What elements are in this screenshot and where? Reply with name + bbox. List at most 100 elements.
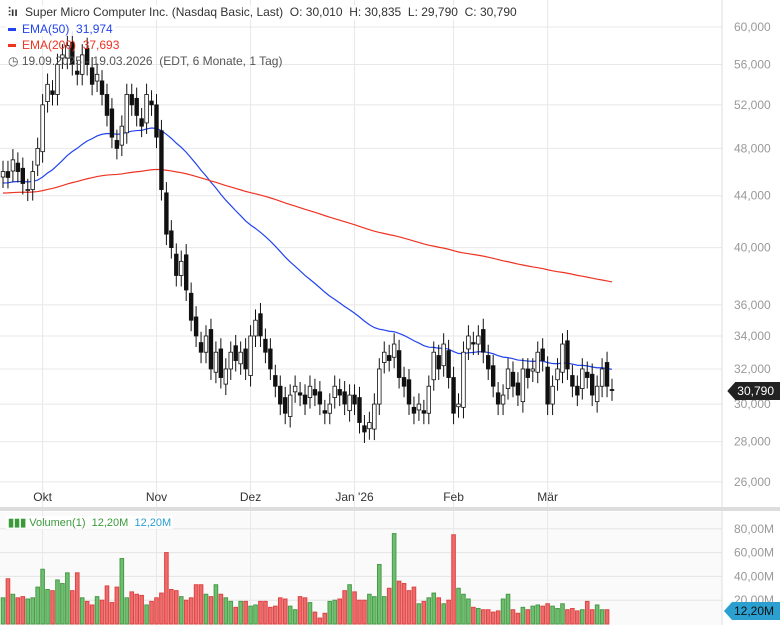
volume-bar bbox=[322, 612, 328, 625]
candle-body bbox=[401, 377, 407, 387]
volume-bar bbox=[332, 599, 338, 625]
volume-bar bbox=[396, 580, 402, 625]
volume-bar bbox=[545, 603, 550, 625]
volume-bar bbox=[510, 609, 516, 625]
candle-body bbox=[362, 425, 367, 433]
candle-body bbox=[243, 348, 248, 370]
volume-bar bbox=[40, 568, 45, 625]
volume-bar bbox=[505, 593, 511, 625]
volume-bar bbox=[233, 606, 239, 625]
volume-bar bbox=[575, 610, 580, 625]
candle-body bbox=[382, 351, 387, 363]
candle-body bbox=[80, 54, 85, 75]
volume-bar bbox=[565, 609, 570, 625]
volume-bar bbox=[109, 602, 115, 625]
open-value: O: 30,010 bbox=[289, 5, 343, 19]
candle-body bbox=[144, 94, 149, 124]
candle-body bbox=[75, 70, 80, 75]
candle-body bbox=[94, 73, 100, 82]
volume-bar bbox=[263, 600, 268, 625]
volume-bar bbox=[287, 605, 293, 625]
candle-body bbox=[223, 368, 229, 385]
volume-bar bbox=[84, 600, 90, 625]
volume-bar bbox=[173, 590, 179, 625]
instrument-header: ⫶ıı Super Micro Computer Inc. (Nasdaq Ba… bbox=[6, 5, 519, 20]
candle-body bbox=[84, 48, 90, 65]
candle-body bbox=[149, 100, 154, 106]
candle-body bbox=[45, 83, 50, 102]
price-tick-label: 34,000 bbox=[734, 329, 771, 343]
volume-tick-label: 60,00M bbox=[734, 546, 774, 560]
volume-bar bbox=[282, 598, 288, 625]
ema50-legend[interactable]: EMA(50) 31,974 bbox=[6, 22, 115, 36]
volume-bar bbox=[139, 594, 144, 625]
volume-bar bbox=[193, 584, 199, 625]
volume-bar bbox=[367, 593, 372, 625]
candle-body bbox=[396, 350, 402, 378]
volume-bar bbox=[10, 593, 16, 625]
price-tick-label: 26,000 bbox=[734, 475, 771, 489]
volume-bar bbox=[530, 605, 536, 625]
volume-bar bbox=[317, 617, 323, 625]
volume-bar bbox=[79, 597, 85, 625]
candle-body bbox=[213, 351, 219, 373]
candle-body bbox=[386, 355, 392, 361]
candle-body bbox=[327, 403, 332, 414]
candle-body bbox=[25, 189, 30, 191]
volume-bar bbox=[391, 533, 397, 625]
volume-bar bbox=[149, 600, 154, 625]
indicator-settings-icon[interactable]: ⫶ıı bbox=[8, 5, 18, 19]
volume-bar bbox=[431, 592, 437, 625]
volume-bar bbox=[535, 604, 541, 625]
candle-body bbox=[411, 406, 417, 414]
volume-bar bbox=[480, 609, 486, 625]
candle-body bbox=[302, 394, 308, 405]
price-tick-label: 52,000 bbox=[734, 98, 771, 112]
candle-body bbox=[218, 348, 224, 378]
candle-body bbox=[436, 355, 441, 370]
volume-bar bbox=[45, 588, 50, 625]
time-axis-label: Okt bbox=[33, 490, 52, 504]
ema200-legend[interactable]: EMA(200) 37,693 bbox=[6, 38, 121, 52]
volume-bar bbox=[312, 611, 318, 625]
volume-bar bbox=[253, 604, 258, 625]
volume-bar bbox=[357, 599, 362, 625]
candle-body bbox=[580, 368, 585, 389]
volume-bar bbox=[144, 604, 149, 625]
volume-bar bbox=[154, 597, 159, 625]
last-volume-tag: 12,20M bbox=[723, 602, 780, 620]
candle-body bbox=[307, 385, 313, 398]
volume-bar bbox=[169, 588, 174, 625]
candle-body bbox=[99, 80, 105, 95]
candle-body bbox=[431, 351, 436, 381]
candle-body bbox=[535, 351, 540, 373]
panel-separator bbox=[0, 507, 780, 511]
last-price-tag: 30,790 bbox=[727, 382, 780, 400]
candle-body bbox=[530, 368, 535, 372]
volume-value: 12,20M bbox=[91, 517, 129, 529]
volume-bar bbox=[65, 572, 70, 625]
candle-body bbox=[466, 335, 471, 350]
candle-body bbox=[481, 329, 486, 353]
volume-bar bbox=[599, 609, 605, 625]
candle-body bbox=[129, 94, 134, 106]
volume-bar bbox=[401, 583, 407, 625]
candle-body bbox=[416, 403, 422, 411]
candle-body bbox=[193, 316, 199, 337]
volume-bar bbox=[456, 587, 461, 625]
candle-body bbox=[119, 125, 125, 146]
candle-body bbox=[609, 389, 615, 391]
candle-body bbox=[228, 351, 233, 370]
volume-bar bbox=[436, 597, 442, 625]
volume-bar bbox=[25, 598, 31, 625]
price-tick-label: 60,000 bbox=[734, 20, 771, 34]
date-range-info: (EDT, 6 Monate, 1 Tag) bbox=[159, 54, 283, 68]
candle-body bbox=[337, 389, 342, 396]
volume-bar bbox=[208, 596, 214, 625]
volume-bar bbox=[386, 587, 392, 625]
volume-bar bbox=[0, 597, 6, 625]
volume-bar bbox=[268, 606, 273, 625]
candle-body bbox=[357, 397, 362, 423]
candle-body bbox=[426, 385, 432, 414]
